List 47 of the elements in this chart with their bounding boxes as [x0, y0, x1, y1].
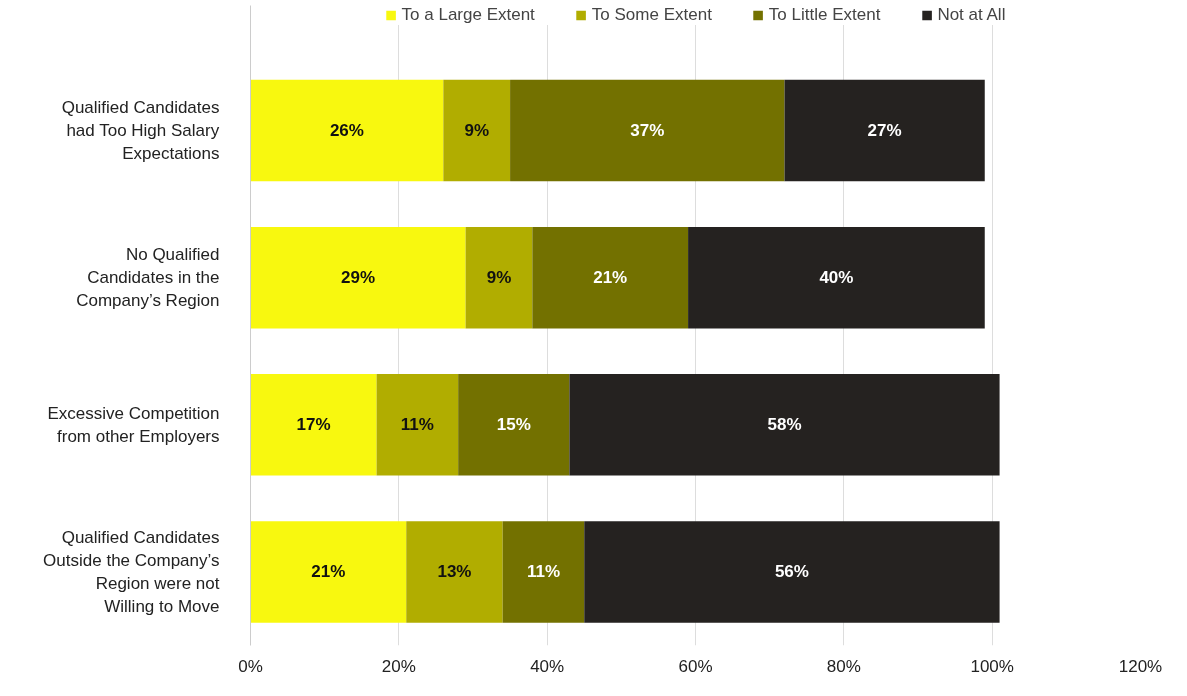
data-label: 17%: [296, 415, 331, 435]
data-label: 21%: [593, 268, 628, 288]
x-tick-label: 60%: [678, 656, 713, 676]
x-tick-label: 100%: [970, 656, 1014, 676]
data-label: 29%: [341, 268, 376, 288]
x-tick-label: 40%: [530, 656, 565, 676]
data-label: 21%: [311, 562, 346, 582]
bar: [784, 79, 985, 182]
bar: [465, 226, 533, 329]
bar: [510, 79, 785, 182]
bar: [250, 374, 377, 476]
bar: [584, 521, 1000, 623]
y-tick-label: Qualified Candidates had Too High Salary Expectations: [61, 98, 220, 163]
data-label: 56%: [774, 562, 809, 582]
bar: [250, 521, 407, 623]
bar: [250, 79, 444, 182]
data-label: 9%: [486, 268, 512, 288]
y-tick-label: No Qualified Candidates in the Company’s Region: [76, 245, 220, 310]
bar: [532, 226, 689, 329]
legend-label: To a Large Extent: [401, 5, 535, 25]
y-tick-label: Qualified Candidates Outside the Company’s Region were not Willing to Move: [43, 528, 220, 616]
bar: [688, 226, 985, 329]
data-label: 9%: [464, 121, 489, 141]
data-label: 40%: [819, 268, 854, 288]
legend-label: Not at All: [937, 5, 1006, 25]
data-label: 13%: [437, 562, 472, 582]
bar: [569, 374, 1000, 476]
bar: [250, 226, 466, 329]
x-tick-label: 80%: [826, 656, 861, 676]
legend-label: To Little Extent: [768, 5, 881, 25]
data-label: 11%: [526, 562, 561, 582]
x-tick-label: 0%: [238, 656, 263, 676]
data-label: 58%: [767, 415, 802, 435]
data-label: 26%: [329, 121, 364, 141]
data-label: 11%: [400, 415, 434, 435]
data-label: 37%: [630, 121, 665, 141]
bar: [443, 79, 511, 182]
x-tick-label: 20%: [381, 656, 416, 676]
bar: [376, 374, 459, 476]
bar: [502, 521, 585, 623]
data-label: 27%: [867, 121, 902, 141]
bar: [458, 374, 570, 476]
x-tick-label: 120%: [1118, 656, 1163, 676]
y-tick-label: Excessive Competition from other Employers: [47, 403, 220, 446]
bar: [406, 521, 503, 623]
data-label: 15%: [496, 415, 531, 435]
legend-label: To Some Extent: [591, 5, 712, 25]
